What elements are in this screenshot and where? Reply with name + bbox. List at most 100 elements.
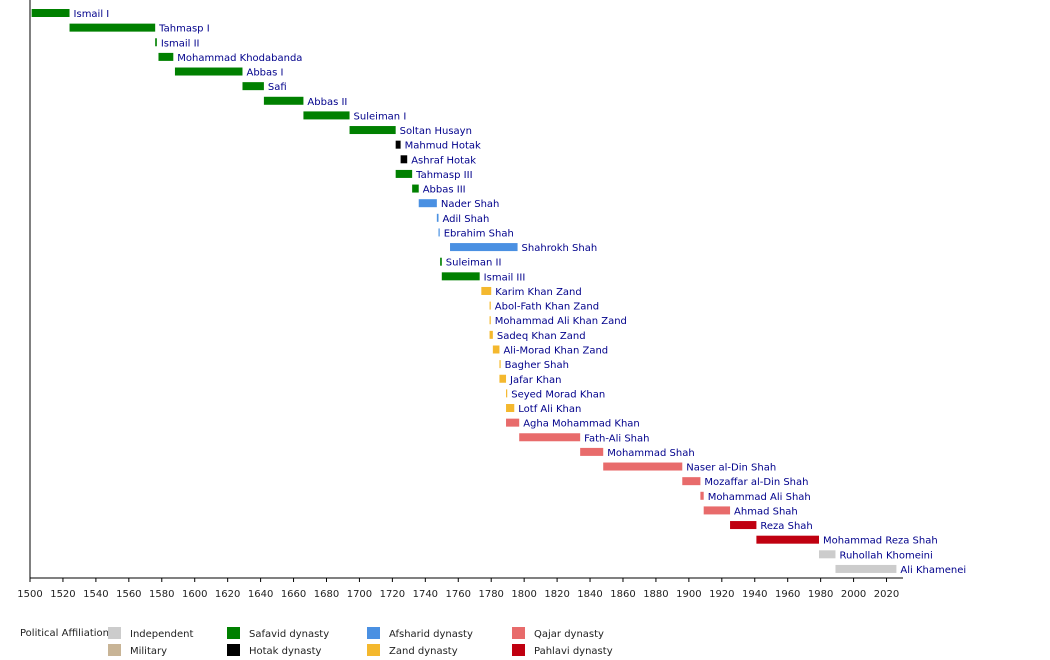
- reign-bar: [395, 169, 413, 178]
- legend-swatch: [512, 644, 525, 656]
- ruler-label: Mozaffar al-Din Shah: [704, 477, 808, 488]
- ruler-label: Ali-Morad Khan Zand: [503, 345, 608, 356]
- reign-bar: [489, 301, 491, 310]
- ruler-label: Suleiman I: [354, 111, 407, 122]
- x-tick-label: 1880: [643, 589, 668, 600]
- reign-bar: [31, 9, 70, 17]
- reign-bar: [155, 38, 157, 47]
- reign-bar: [499, 374, 507, 383]
- reign-bar: [349, 126, 396, 135]
- reign-bar: [174, 67, 243, 76]
- ruler-label: Ahmad Shah: [734, 506, 798, 517]
- reign-bar: [438, 228, 440, 237]
- legend-swatch: [108, 644, 121, 656]
- ruler-label: Mohammad Khodabanda: [177, 53, 302, 64]
- x-tick-label: 1700: [347, 589, 372, 600]
- x-tick-label: 1740: [413, 589, 438, 600]
- x-tick-label: 1960: [775, 589, 800, 600]
- ruler-label: Ashraf Hotak: [411, 155, 476, 166]
- x-tick-label: 2000: [841, 589, 866, 600]
- x-tick-label: 1860: [610, 589, 635, 600]
- x-tick-label: 1560: [116, 589, 141, 600]
- reign-bar: [506, 389, 508, 398]
- legend-swatch: [108, 627, 121, 639]
- legend-label: Qajar dynasty: [534, 629, 604, 640]
- reign-bar: [263, 96, 304, 105]
- x-tick-label: 2020: [874, 589, 899, 600]
- legend-swatch: [227, 644, 240, 656]
- ruler-label: Mohammad Ali Khan Zand: [495, 316, 627, 327]
- x-tick-label: 1780: [478, 589, 503, 600]
- ruler-label: Ismail I: [74, 9, 110, 20]
- reign-bar: [506, 418, 520, 427]
- x-tick-label: 1920: [709, 589, 734, 600]
- ruler-label: Agha Mohammad Khan: [523, 419, 640, 430]
- ruler-label: Mohammad Ali Shah: [708, 492, 811, 503]
- reign-bar: [441, 272, 480, 281]
- ruler-label: Lotf Ali Khan: [518, 404, 581, 415]
- reign-bar: [481, 286, 492, 295]
- reign-bar: [303, 111, 350, 120]
- x-tick-label: 1540: [83, 589, 108, 600]
- ruler-label: Jafar Khan: [509, 375, 561, 386]
- reign-bar: [506, 404, 515, 413]
- legend-label: Zand dynasty: [389, 646, 458, 657]
- ruler-label: Suleiman II: [446, 258, 502, 269]
- ruler-label: Seyed Morad Khan: [511, 389, 605, 400]
- ruler-label: Mohammad Reza Shah: [823, 536, 938, 547]
- ruler-label: Naser al-Din Shah: [686, 463, 776, 474]
- ruler-label: Tahmasp III: [415, 170, 472, 181]
- ruler-label: Ismail II: [161, 38, 200, 49]
- ruler-label: Sadeq Khan Zand: [497, 331, 586, 342]
- legend-title: Political Affiliation:: [20, 628, 112, 639]
- reign-bar: [450, 243, 518, 252]
- legend-label: Pahlavi dynasty: [534, 646, 613, 657]
- x-tick-label: 1840: [577, 589, 602, 600]
- reign-bar: [603, 462, 683, 471]
- ruler-label: Mahmud Hotak: [405, 141, 481, 152]
- x-tick-label: 1500: [17, 589, 42, 600]
- ruler-label: Bagher Shah: [505, 360, 569, 371]
- reign-bar: [489, 330, 493, 339]
- legend-swatch: [512, 627, 525, 639]
- x-tick-label: 1520: [50, 589, 75, 600]
- reign-bar: [700, 491, 704, 500]
- legend-label: Safavid dynasty: [249, 629, 329, 640]
- reign-bar: [756, 535, 819, 544]
- reign-bar: [499, 360, 501, 369]
- legend-swatch: [227, 627, 240, 639]
- x-tick-label: 1900: [676, 589, 701, 600]
- legend-swatch: [367, 627, 380, 639]
- ruler-label: Abol-Fath Khan Zand: [495, 302, 599, 313]
- ruler-label: Safi: [268, 82, 287, 93]
- x-tick-label: 1640: [248, 589, 273, 600]
- x-tick-label: 1760: [446, 589, 471, 600]
- reign-bar: [682, 477, 701, 486]
- x-tick-label: 1720: [380, 589, 405, 600]
- ruler-label: Ruhollah Khomeini: [839, 550, 932, 561]
- ruler-label: Karim Khan Zand: [495, 287, 582, 298]
- legend-swatch: [367, 644, 380, 656]
- legend-label: Independent: [130, 629, 193, 640]
- ruler-label: Adil Shah: [442, 214, 489, 225]
- ruler-label: Reza Shah: [760, 521, 812, 532]
- reign-bar: [489, 316, 491, 325]
- reign-bar: [395, 140, 401, 149]
- reign-bar: [519, 433, 581, 442]
- reign-bar: [703, 506, 731, 515]
- legend-label: Hotak dynasty: [249, 646, 322, 657]
- ruler-label: Ali Khamenei: [900, 565, 966, 576]
- reign-bar: [418, 199, 437, 208]
- legend-label: Afsharid dynasty: [389, 629, 473, 640]
- x-tick-label: 1940: [742, 589, 767, 600]
- x-tick-label: 1600: [182, 589, 207, 600]
- reign-bar: [835, 564, 897, 573]
- ruler-label: Soltan Husayn: [400, 126, 472, 137]
- reign-bar: [242, 82, 264, 91]
- reign-bar: [818, 550, 836, 559]
- reign-bar: [440, 257, 442, 266]
- reign-bar: [412, 184, 419, 193]
- x-tick-label: 1620: [215, 589, 240, 600]
- ruler-label: Abbas III: [423, 185, 466, 196]
